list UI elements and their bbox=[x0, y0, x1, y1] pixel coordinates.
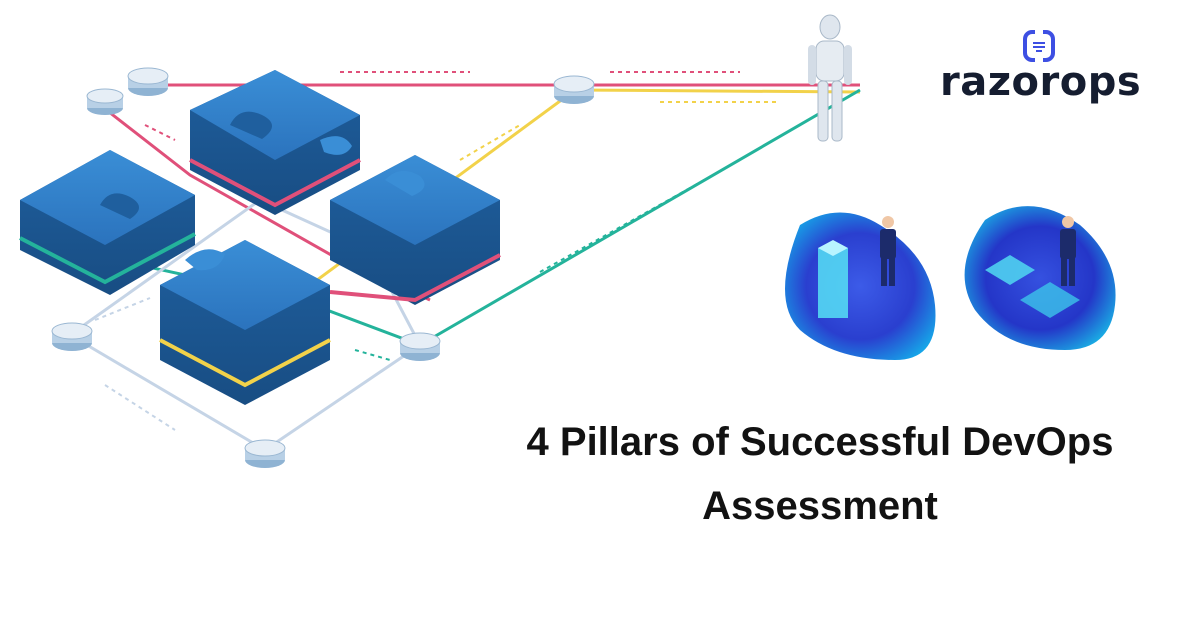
person-figure bbox=[880, 216, 896, 286]
title-line-1: 4 Pillars of Successful DevOps bbox=[526, 420, 1114, 464]
db-node bbox=[399, 332, 441, 361]
puzzle-pieces bbox=[19, 70, 501, 405]
person-figure bbox=[1060, 216, 1076, 286]
robot-figure bbox=[808, 14, 852, 142]
puzzle-piece-front bbox=[159, 240, 331, 405]
db-node bbox=[51, 322, 93, 351]
db-node bbox=[86, 88, 124, 115]
title-line-2: Assessment bbox=[702, 484, 938, 528]
razorops-logo: razorops bbox=[940, 30, 1142, 110]
db-node bbox=[127, 67, 169, 96]
db-node bbox=[244, 439, 286, 468]
dashed-arrows bbox=[94, 71, 780, 431]
page-title: 4 Pillars of Successful DevOps Assessmen… bbox=[480, 410, 1160, 538]
razorops-logo-icon bbox=[1023, 30, 1055, 62]
puzzle-piece-left bbox=[19, 150, 196, 295]
puzzle-piece-top bbox=[189, 70, 361, 215]
database-nodes bbox=[51, 67, 595, 468]
db-node bbox=[553, 75, 595, 104]
server-illustration-2 bbox=[964, 206, 1116, 350]
server-illustration-1 bbox=[785, 212, 936, 360]
brand-name: razorops bbox=[940, 59, 1142, 105]
puzzle-piece-right bbox=[329, 155, 501, 305]
